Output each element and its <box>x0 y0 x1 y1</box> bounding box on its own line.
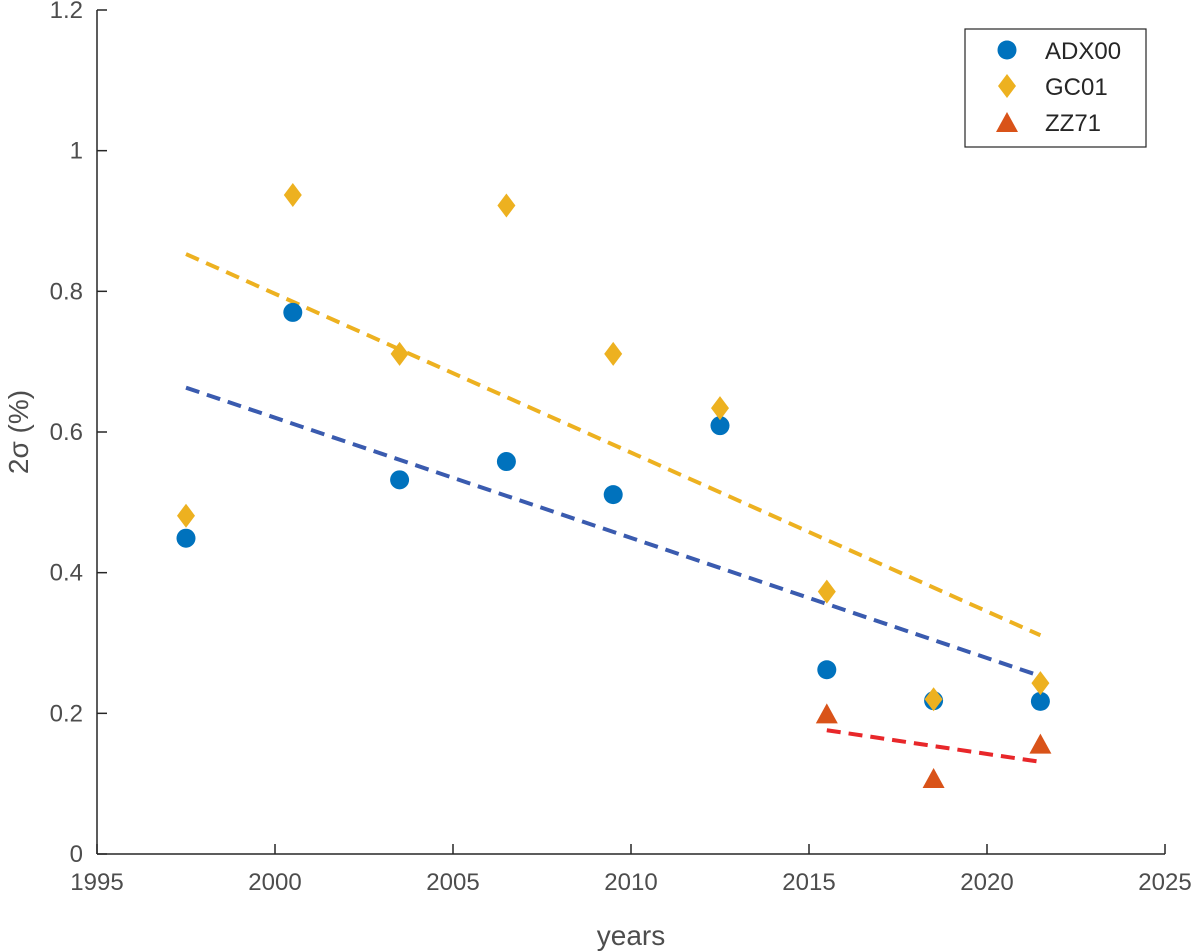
data-point <box>711 396 729 421</box>
y-tick-label: 1 <box>70 138 83 165</box>
legend-marker-gc01 <box>998 74 1016 98</box>
x-tick-label: 1995 <box>70 869 123 896</box>
data-point <box>1031 671 1050 696</box>
data-point <box>817 579 836 604</box>
data-point <box>176 528 196 548</box>
y-tick-label: 0.8 <box>50 278 83 305</box>
data-point <box>177 503 195 528</box>
series-gc01 <box>177 182 1050 712</box>
legend-marker-zz71 <box>996 112 1018 132</box>
x-tick-label: 2020 <box>960 869 1013 896</box>
data-point <box>390 470 410 490</box>
legend-box <box>964 28 1147 148</box>
series-adx00 <box>176 302 1050 711</box>
y-tick-label: 0.4 <box>50 560 83 587</box>
y-tick-label: 1.2 <box>50 0 83 24</box>
data-points <box>176 182 1052 789</box>
data-point <box>815 703 838 724</box>
data-point <box>1030 691 1050 711</box>
data-point <box>496 452 516 472</box>
y-tick-label: 0 <box>70 841 83 868</box>
data-point <box>497 193 516 218</box>
axes: 1995 2000 2005 2010 2015 2020 2025 0 0.2 0.4 0.6 0.… <box>50 0 1192 896</box>
x-axis-label: years <box>597 920 665 951</box>
trend-line-2 <box>185 252 1042 638</box>
x-tick-label: 2025 <box>1138 869 1191 896</box>
legend-label-zz71: ZZ71 <box>1045 110 1101 137</box>
data-point <box>1029 733 1052 754</box>
x-tick-label: 2010 <box>604 869 657 896</box>
data-point <box>924 687 943 712</box>
data-point <box>283 302 303 322</box>
data-point <box>603 485 623 505</box>
x-tick-label: 2015 <box>782 869 835 896</box>
legend-label-gc01: GC01 <box>1045 74 1108 101</box>
data-point <box>283 182 302 207</box>
y-tick-label: 0.6 <box>50 419 83 446</box>
data-point <box>604 341 623 366</box>
data-point <box>390 341 409 366</box>
data-point <box>710 416 730 436</box>
legend-marker-adx00 <box>997 40 1017 60</box>
data-point <box>922 768 945 789</box>
series-zz71 <box>815 703 1052 789</box>
x-tick-label: 2005 <box>426 869 479 896</box>
legend-label-adx00: ADX00 <box>1045 38 1121 65</box>
trend-line-1 <box>185 385 1042 678</box>
legend: ADX00 GC01 ZZ71 <box>964 28 1147 148</box>
x-tick-label: 2000 <box>248 869 301 896</box>
trend-lines <box>185 252 1042 764</box>
trend-line-3 <box>826 728 1041 764</box>
y-tick-label: 0.2 <box>50 700 83 727</box>
data-point <box>817 660 837 680</box>
y-axis-label: 2σ (%) <box>3 390 34 474</box>
